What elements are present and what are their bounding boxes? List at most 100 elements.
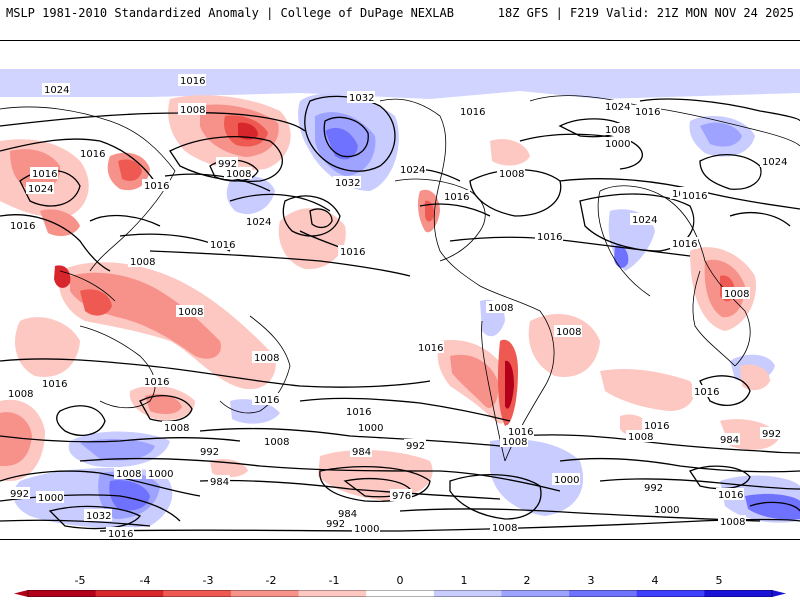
contour-label: 1008 (605, 125, 630, 136)
contour-label: 1000 (38, 493, 63, 504)
contour-label: 1024 (28, 184, 53, 195)
colorbar-tick: -4 (139, 574, 151, 587)
contour-label: 1016 (80, 149, 105, 160)
contour-labels: 1024 1016 1032 1032 1016 1024 1016 1008 … (6, 74, 788, 540)
contour-label: 1008 (502, 437, 527, 448)
contour-label: 1008 (556, 327, 581, 338)
contour-label: 984 (210, 477, 229, 488)
colorbar-tick: 5 (715, 574, 723, 587)
contour-label: 1016 (340, 247, 365, 258)
contour-label: 1008 (164, 423, 189, 434)
colorbar-tick: 0 (396, 574, 404, 587)
contour-label: 992 (406, 441, 425, 452)
contour-label: 1016 (694, 387, 719, 398)
colorbar-tick: -1 (328, 574, 340, 587)
colorbar-tick: -3 (202, 574, 214, 587)
contour-label: 1000 (148, 469, 173, 480)
map-canvas: 1024 1016 1032 1032 1016 1024 1016 1008 … (0, 41, 800, 540)
contour-label: 1008 (180, 105, 205, 116)
colorbar-tick: 3 (587, 574, 595, 587)
positive-anomaly-shading (0, 69, 800, 528)
contour-label: 1008 (488, 303, 513, 314)
contour-label: 1016 (10, 221, 35, 232)
contour-label: 1016 (682, 191, 707, 202)
contour-label: 1016 (718, 490, 743, 501)
isobars (0, 95, 800, 532)
anomaly-map: 1024 1016 1032 1032 1016 1024 1016 1008 … (0, 40, 800, 540)
colorbar-min-arrow (14, 590, 28, 597)
contour-label: 1008 (264, 437, 289, 448)
contour-label: 1024 (605, 102, 630, 113)
colorbar-tick: 4 (651, 574, 659, 587)
colorbar-segment (366, 590, 435, 597)
negative-anomaly-shading (0, 95, 780, 501)
contour-label: 1024 (246, 217, 271, 228)
contour-label: 1032 (335, 178, 360, 189)
contour-label: 1016 (144, 377, 169, 388)
contour-label: 992 (326, 519, 345, 530)
contour-label: 1016 (635, 107, 660, 118)
colorbar-tick: -2 (265, 574, 277, 587)
contour-label: 1016 (42, 379, 67, 390)
contour-label: 1000 (554, 475, 579, 486)
colorbar-tick: 2 (523, 574, 531, 587)
model-run-info: 18Z GFS | F219 Valid: 21Z MON NOV 24 202… (497, 6, 794, 20)
colorbar-segment (95, 590, 164, 597)
colorbar-segment (569, 590, 638, 597)
contour-label: 992 (200, 447, 219, 458)
contour-label: 1008 (492, 523, 517, 534)
contour-label: 1016 (508, 427, 533, 438)
contour-label: 992 (218, 159, 237, 170)
contour-label: 1024 (632, 215, 657, 226)
contour-label: 1024 (400, 165, 425, 176)
contour-label: 984 (338, 509, 357, 520)
contour-label: 1032 (86, 511, 111, 522)
colorbar-segment (163, 590, 232, 597)
contour-label: 992 (10, 489, 29, 500)
contour-label: 1016 (108, 529, 133, 540)
colorbar-segment (28, 590, 97, 597)
contour-label: 984 (352, 447, 371, 458)
contour-label: 1024 (44, 85, 69, 96)
contour-label: 1008 (8, 389, 33, 400)
colorbar-max-arrow (772, 590, 786, 597)
contour-label: 1016 (460, 107, 485, 118)
contour-label: 1016 (210, 240, 235, 251)
contour-label: 1016 (418, 343, 443, 354)
colorbar (14, 590, 786, 597)
contour-label: 1000 (605, 139, 630, 150)
contour-label: 976 (392, 491, 411, 502)
contour-label: 992 (762, 429, 781, 440)
contour-label: 1032 (349, 93, 374, 104)
contour-label: 1008 (116, 469, 141, 480)
contour-label: 1016 (180, 76, 205, 87)
contour-label: 1008 (254, 353, 279, 364)
colorbar-segment (433, 590, 502, 597)
colorbar-segment (704, 590, 773, 597)
colorbar-tick: 1 (460, 574, 468, 587)
contour-label: 1008 (226, 169, 251, 180)
contour-label: 1000 (358, 423, 383, 434)
contour-label: 1008 (628, 432, 653, 443)
contour-label: 1016 (144, 181, 169, 192)
colorbar-segment (501, 590, 570, 597)
contour-label: 1016 (537, 232, 562, 243)
contour-label: 1024 (762, 157, 787, 168)
contour-label: 1008 (724, 289, 749, 300)
contour-label: 1000 (354, 524, 379, 535)
colorbar-outline (27, 590, 773, 597)
colorbar-segment (230, 590, 300, 597)
colorbar-tick: -5 (74, 574, 86, 587)
contour-label: 1016 (254, 395, 279, 406)
contour-label: 1000 (654, 505, 679, 516)
contour-label: 1016 (644, 421, 669, 432)
contour-label: 1016 (32, 169, 57, 180)
contour-label: 984 (720, 435, 739, 446)
contour-label: 1016 (444, 192, 469, 203)
contour-label: 1016 (346, 407, 371, 418)
contour-label: 1008 (178, 307, 203, 318)
contour-label: 1008 (499, 169, 524, 180)
contour-label: 1016 (672, 239, 697, 250)
map-title: MSLP 1981-2010 Standardized Anomaly | Co… (6, 6, 454, 20)
colorbar-segment (636, 590, 705, 597)
